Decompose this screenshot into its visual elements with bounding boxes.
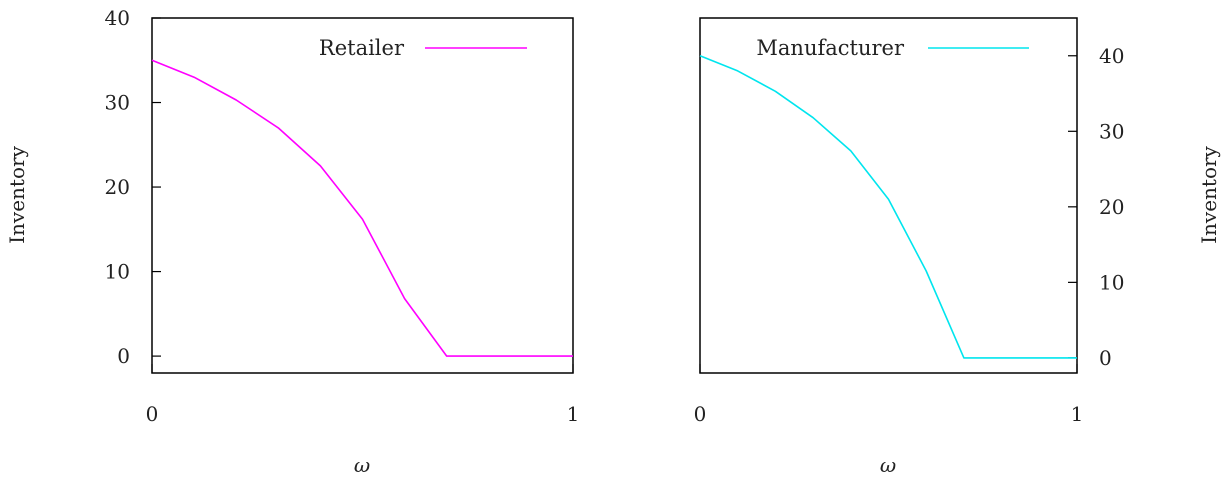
- y-tick-label: 40: [1099, 44, 1124, 68]
- y-tick-label: 30: [105, 91, 130, 115]
- x-tick-label: 1: [1071, 402, 1084, 426]
- x-tick-label: 0: [694, 402, 707, 426]
- y-tick-label: 20: [105, 175, 130, 199]
- y-tick-label: 20: [1099, 195, 1124, 219]
- legend-label: Manufacturer: [756, 36, 905, 60]
- legend-label: Retailer: [319, 36, 405, 60]
- plot-frame: [151, 17, 574, 374]
- y-axis-title: Inventory: [5, 145, 29, 243]
- y-tick-label: 0: [1099, 346, 1112, 370]
- chart-panel-1: 0 10 20 30 40 0 1 Inventory ω Retailer: [5, 6, 579, 477]
- y-tick-label: 10: [1099, 270, 1124, 294]
- y-tick-label: 0: [117, 344, 130, 368]
- y-tick-label: 30: [1099, 119, 1124, 143]
- x-tick-label: 1: [567, 402, 580, 426]
- x-axis-title: ω: [354, 453, 370, 477]
- series-line-retailer: [151, 59, 573, 357]
- series-line-manufacturer: [699, 55, 1077, 359]
- y-tick-label: 40: [105, 6, 130, 30]
- x-tick-label: 0: [146, 402, 159, 426]
- y-tick-label: 10: [105, 260, 130, 284]
- plot-frame: [699, 17, 1078, 374]
- y-axis-title: Inventory: [1197, 145, 1221, 243]
- x-axis-title: ω: [880, 453, 896, 477]
- chart-panel-2: 0 10 20 30 40 0 1 Inventory ω Manufacturer: [694, 17, 1221, 477]
